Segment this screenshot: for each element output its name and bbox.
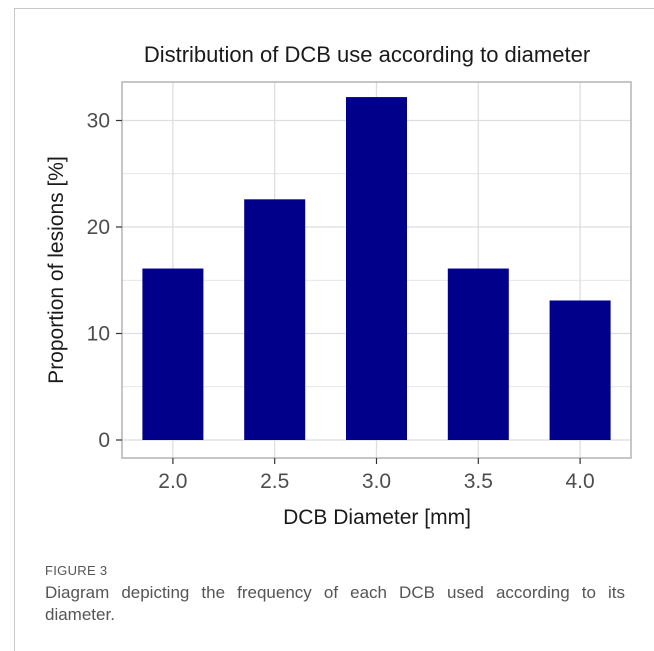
figure-frame-top bbox=[14, 8, 654, 9]
bar-2.0 bbox=[142, 268, 204, 440]
y-tick-label: 30 bbox=[87, 110, 110, 133]
x-tick-label: 4.0 bbox=[565, 470, 594, 493]
chart-title: Distribution of DCB use according to dia… bbox=[144, 42, 590, 67]
x-tick-label: 2.5 bbox=[260, 470, 289, 493]
bar-4.0 bbox=[549, 300, 611, 440]
bar-chart: Distribution of DCB use according to dia… bbox=[45, 42, 632, 529]
y-tick-label: 0 bbox=[98, 429, 110, 452]
figure-label: FIGURE 3 bbox=[45, 563, 108, 578]
x-tick-label: 3.5 bbox=[464, 470, 493, 493]
bars bbox=[142, 97, 611, 440]
bar-3.5 bbox=[447, 268, 509, 440]
figure-caption: Diagram depicting the frequency of each … bbox=[45, 583, 625, 624]
figure-frame-left bbox=[14, 8, 15, 651]
x-axis-ticks: 2.0 2.5 3.0 3.5 4.0 bbox=[158, 458, 595, 493]
y-tick-label: 10 bbox=[87, 323, 110, 346]
y-axis-label: Proportion of lesions [%] bbox=[45, 156, 68, 384]
x-axis-label: DCB Diameter [mm] bbox=[283, 506, 471, 529]
bar-3.0 bbox=[346, 97, 407, 440]
x-tick-label: 3.0 bbox=[362, 470, 391, 493]
x-tick-label: 2.0 bbox=[158, 470, 187, 493]
y-axis-ticks: 0 10 20 30 bbox=[87, 110, 122, 452]
y-tick-label: 20 bbox=[87, 216, 110, 239]
bar-2.5 bbox=[244, 199, 306, 440]
